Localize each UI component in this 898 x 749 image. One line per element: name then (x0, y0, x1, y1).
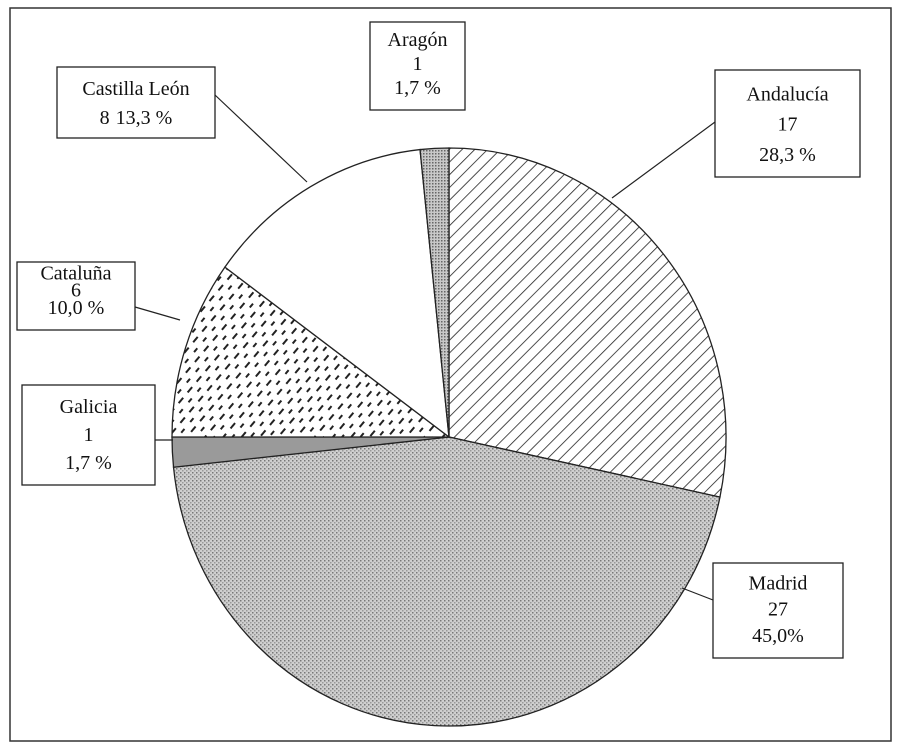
slice-percent: 1,7 % (65, 452, 112, 474)
pie-slice (172, 436, 721, 727)
frame (9, 7, 892, 742)
slice-count: 6 (71, 280, 81, 302)
label-box (21, 384, 156, 486)
label-box (369, 21, 466, 111)
slice-count: 17 (778, 114, 798, 136)
label-box (56, 66, 216, 139)
label-box (16, 261, 136, 331)
slice-value-line: 8 13,3 % (100, 107, 173, 129)
slice-name: Cataluña (40, 262, 111, 284)
slice-percent: 13,3 % (116, 107, 173, 129)
slice-count: 1 (84, 424, 94, 446)
slice-name: Madrid (749, 572, 808, 594)
slice-percent: 45,0% (752, 625, 804, 647)
leader-line (214, 94, 308, 183)
pie-slice (419, 147, 450, 438)
slice-name: Galicia (60, 396, 118, 418)
pie-slice (224, 148, 450, 439)
slice-count: 8 (100, 107, 110, 129)
slice-count: 1 (413, 53, 423, 75)
pie-slice (171, 266, 451, 438)
slice-percent: 10,0 % (48, 297, 105, 319)
pie-slice (448, 147, 727, 498)
slice-count: 27 (768, 599, 788, 621)
label-box (714, 69, 861, 178)
leader-line (611, 121, 716, 199)
slice-percent: 1,7 % (394, 77, 441, 99)
slice-name: Aragón (388, 29, 448, 51)
slice-name: Andalucía (746, 83, 828, 105)
leader-line (681, 587, 714, 601)
leader-line (134, 306, 181, 321)
slice-percent: 28,3 % (759, 144, 816, 166)
slice-name: Castilla León (82, 78, 189, 100)
label-box (712, 562, 844, 659)
